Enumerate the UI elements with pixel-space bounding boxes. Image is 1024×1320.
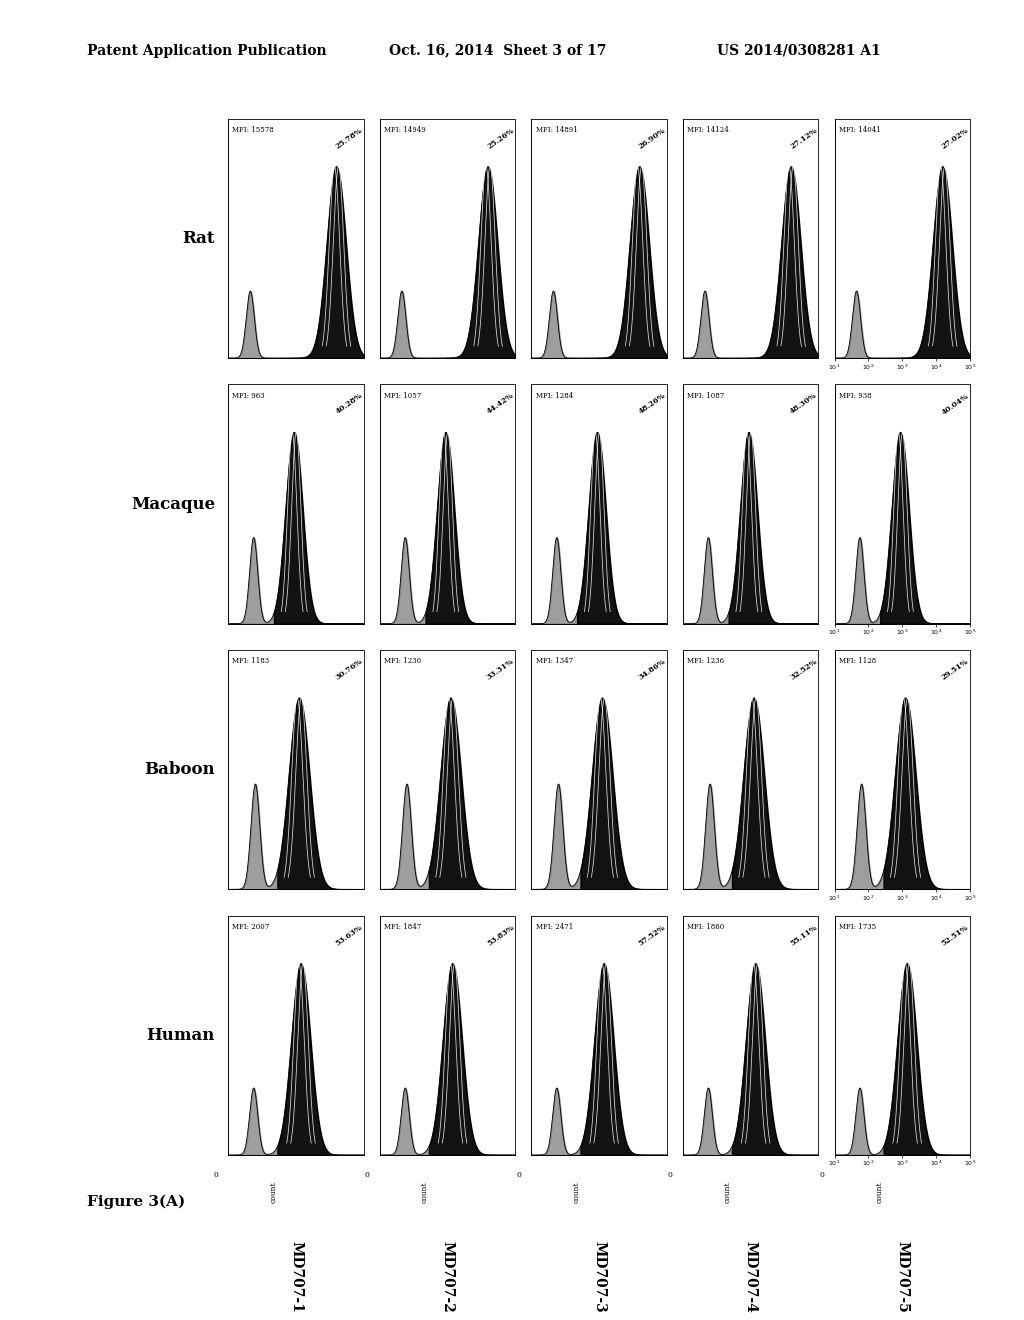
- Text: MFI: 1128: MFI: 1128: [839, 657, 876, 665]
- Text: MFI: 2007: MFI: 2007: [232, 923, 269, 931]
- Text: MFI: 1087: MFI: 1087: [687, 392, 724, 400]
- Text: MD707-1: MD707-1: [289, 1241, 303, 1312]
- Text: Rat: Rat: [182, 230, 215, 247]
- Text: 57.52%: 57.52%: [637, 923, 668, 948]
- Text: US 2014/0308281 A1: US 2014/0308281 A1: [717, 44, 881, 58]
- Text: MFI: 938: MFI: 938: [839, 392, 871, 400]
- Text: Patent Application Publication: Patent Application Publication: [87, 44, 327, 58]
- Text: count: count: [269, 1181, 278, 1203]
- Text: count: count: [421, 1181, 429, 1203]
- Text: 0: 0: [516, 1171, 521, 1179]
- Text: 44.42%: 44.42%: [485, 392, 516, 416]
- Text: MFI: 1735: MFI: 1735: [839, 923, 876, 931]
- Text: MD707-4: MD707-4: [743, 1241, 758, 1312]
- Text: 25.78%: 25.78%: [334, 125, 365, 150]
- Text: 0: 0: [213, 1171, 218, 1179]
- Text: MFI: 2471: MFI: 2471: [536, 923, 572, 931]
- Text: Oct. 16, 2014  Sheet 3 of 17: Oct. 16, 2014 Sheet 3 of 17: [389, 44, 606, 58]
- Text: MFI: 1230: MFI: 1230: [384, 657, 421, 665]
- Text: MFI: 1236: MFI: 1236: [687, 657, 724, 665]
- Text: count: count: [876, 1181, 884, 1203]
- Text: 25.26%: 25.26%: [485, 125, 516, 150]
- Text: 0: 0: [819, 1171, 824, 1179]
- Text: Figure 3(A): Figure 3(A): [87, 1195, 185, 1209]
- Text: MFI: 14891: MFI: 14891: [536, 125, 578, 133]
- Text: MFI: 1284: MFI: 1284: [536, 392, 572, 400]
- Text: MD707-2: MD707-2: [440, 1241, 455, 1312]
- Text: 53.63%: 53.63%: [334, 923, 365, 948]
- Text: MFI: 1057: MFI: 1057: [384, 392, 421, 400]
- Text: MD707-5: MD707-5: [895, 1241, 909, 1312]
- Text: 52.51%: 52.51%: [940, 923, 971, 948]
- Text: 30.76%: 30.76%: [334, 657, 365, 681]
- Text: 29.51%: 29.51%: [940, 657, 971, 681]
- Text: 40.28%: 40.28%: [334, 392, 365, 416]
- Text: Baboon: Baboon: [144, 762, 215, 779]
- Text: 0: 0: [668, 1171, 673, 1179]
- Text: MFI: 1347: MFI: 1347: [536, 657, 572, 665]
- Text: 48.26%: 48.26%: [637, 392, 668, 416]
- Text: Human: Human: [146, 1027, 215, 1044]
- Text: 40.04%: 40.04%: [940, 392, 971, 416]
- Text: 27.02%: 27.02%: [940, 125, 971, 150]
- Text: 0: 0: [365, 1171, 370, 1179]
- Text: 34.86%: 34.86%: [637, 657, 668, 681]
- Text: MD707-3: MD707-3: [592, 1241, 606, 1312]
- Text: 32.52%: 32.52%: [788, 657, 819, 681]
- Text: MFI: 14124: MFI: 14124: [687, 125, 729, 133]
- Text: MFI: 14041: MFI: 14041: [839, 125, 881, 133]
- Text: MFI: 15578: MFI: 15578: [232, 125, 274, 133]
- Text: 55.11%: 55.11%: [788, 923, 819, 948]
- Text: 53.83%: 53.83%: [485, 923, 516, 948]
- Text: 27.12%: 27.12%: [788, 125, 819, 150]
- Text: Macaque: Macaque: [131, 495, 215, 512]
- Text: MFI: 1860: MFI: 1860: [687, 923, 724, 931]
- Text: 33.31%: 33.31%: [485, 657, 516, 682]
- Text: 48.30%: 48.30%: [788, 392, 819, 416]
- Text: MFI: 963: MFI: 963: [232, 392, 265, 400]
- Text: count: count: [724, 1181, 732, 1203]
- Text: 26.90%: 26.90%: [637, 125, 668, 150]
- Text: MFI: 1847: MFI: 1847: [384, 923, 421, 931]
- Text: MFI: 1183: MFI: 1183: [232, 657, 269, 665]
- Text: count: count: [572, 1181, 581, 1203]
- Text: MFI: 14949: MFI: 14949: [384, 125, 426, 133]
